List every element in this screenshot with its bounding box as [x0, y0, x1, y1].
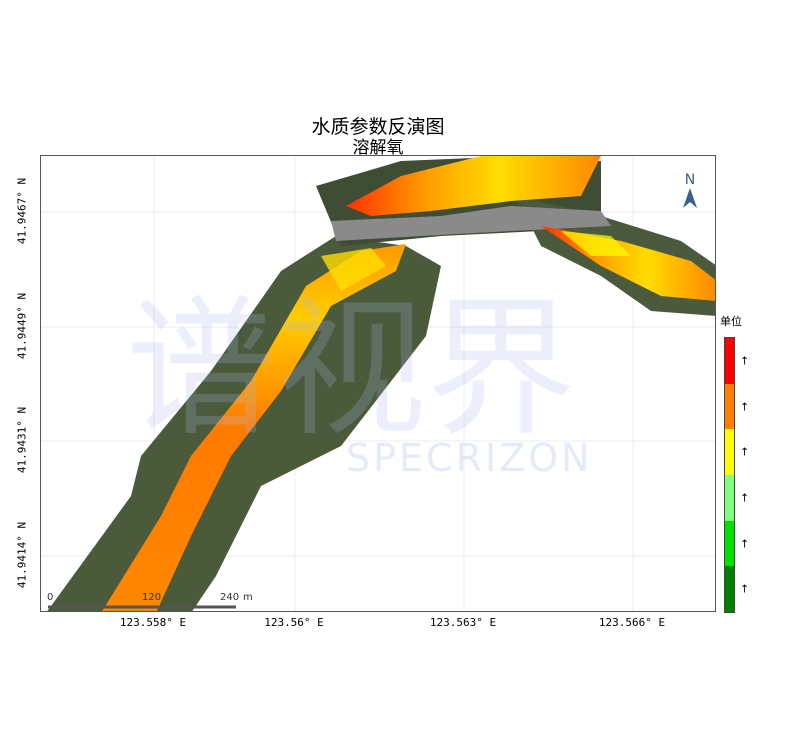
map-canvas: 谱视界 SPECRIZON: [41, 156, 715, 611]
y-tick-label: 41.9414° N: [15, 521, 29, 589]
legend-label: ↑: [740, 354, 750, 368]
north-label: N: [684, 172, 696, 188]
svg-text:SPECRIZON: SPECRIZON: [346, 436, 593, 480]
north-arrow-icon: [683, 188, 697, 208]
legend-swatch: [725, 383, 734, 430]
map-frame: 谱视界 SPECRIZON: [40, 155, 716, 612]
legend-label: ↑: [740, 491, 750, 505]
y-tick-label: 41.9449° N: [15, 292, 29, 360]
scale-label-240: 240: [220, 592, 240, 603]
legend-title: 单位: [720, 315, 742, 328]
legend-swatch: [725, 520, 734, 567]
map-subtitle: 溶解氧: [352, 138, 404, 158]
legend-swatch: [725, 566, 734, 613]
water-quality-raster: [102, 156, 715, 611]
scale-label-120: 120: [142, 592, 162, 603]
north-arrow: N: [680, 172, 700, 212]
legend-swatch: [725, 429, 734, 476]
x-tick-label: 123.56° E: [264, 616, 324, 629]
legend-label: ↑: [740, 445, 750, 459]
watermark: 谱视界 SPECRIZON: [126, 283, 593, 480]
legend-label: ↑: [740, 537, 750, 550]
x-tick-label: 123.566° E: [598, 616, 666, 629]
y-tick-label: 41.9431° N: [15, 406, 29, 474]
svg-text:谱视界: 谱视界: [126, 283, 576, 457]
map-title: 水质参数反演图: [311, 116, 445, 138]
x-tick-label: 123.558° E: [119, 616, 187, 629]
legend-swatch: [725, 338, 734, 384]
legend-colorbar: [724, 337, 735, 613]
y-tick-label: 41.9467° N: [15, 177, 29, 245]
scale-bar-labels: 0 120 240 m: [47, 592, 253, 603]
legend-swatch: [725, 475, 734, 521]
scale-unit: m: [243, 592, 253, 603]
scale-label-0: 0: [47, 592, 54, 603]
legend-label: ↑: [740, 582, 750, 596]
x-tick-label: 123.563° E: [429, 616, 497, 629]
legend-label: ↑: [740, 400, 750, 413]
